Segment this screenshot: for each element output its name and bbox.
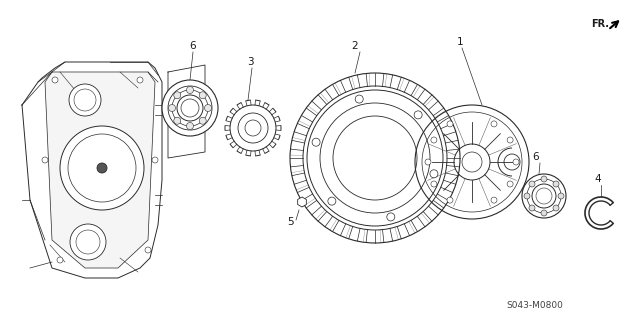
Circle shape [152,157,158,163]
Circle shape [541,176,547,182]
Text: 1: 1 [457,37,463,47]
Circle shape [447,121,453,127]
Circle shape [205,105,211,112]
Circle shape [431,137,437,143]
Circle shape [355,95,364,103]
Circle shape [238,113,268,143]
Circle shape [69,84,101,116]
Circle shape [529,181,535,187]
Circle shape [524,193,530,199]
Circle shape [312,138,320,146]
Circle shape [186,86,193,93]
Polygon shape [22,62,162,278]
Circle shape [507,181,513,187]
Circle shape [199,117,206,124]
Circle shape [52,77,58,83]
Circle shape [425,159,431,165]
Text: 6: 6 [532,152,540,162]
Circle shape [491,197,497,203]
Circle shape [328,197,336,205]
Circle shape [174,92,180,99]
Circle shape [186,122,193,130]
Circle shape [290,73,460,243]
Circle shape [97,163,107,173]
Circle shape [387,213,395,221]
Circle shape [447,197,453,203]
Text: 6: 6 [189,41,196,51]
Circle shape [553,205,559,211]
Text: S043-M0800: S043-M0800 [507,301,563,310]
Circle shape [513,159,519,165]
Circle shape [70,224,106,260]
Circle shape [431,181,437,187]
Circle shape [553,181,559,187]
Polygon shape [298,197,307,207]
Circle shape [199,92,206,99]
Circle shape [168,105,175,112]
Text: 3: 3 [246,57,253,67]
Polygon shape [45,72,155,268]
Circle shape [415,105,529,219]
Circle shape [532,184,556,208]
Circle shape [162,80,218,136]
Circle shape [42,157,48,163]
Circle shape [430,170,438,178]
Circle shape [558,193,564,199]
Circle shape [414,111,422,119]
Circle shape [57,257,63,263]
Circle shape [333,116,417,200]
Circle shape [174,117,180,124]
Text: 2: 2 [352,41,358,51]
Circle shape [177,95,203,121]
Circle shape [498,148,526,176]
Circle shape [225,100,281,156]
Circle shape [137,77,143,83]
Text: FR.: FR. [591,19,609,29]
Circle shape [507,137,513,143]
Circle shape [522,174,566,218]
Circle shape [529,205,535,211]
Circle shape [491,121,497,127]
Text: 5: 5 [287,217,293,227]
Circle shape [60,126,144,210]
Circle shape [541,210,547,216]
Text: 4: 4 [595,174,602,184]
Circle shape [145,247,151,253]
